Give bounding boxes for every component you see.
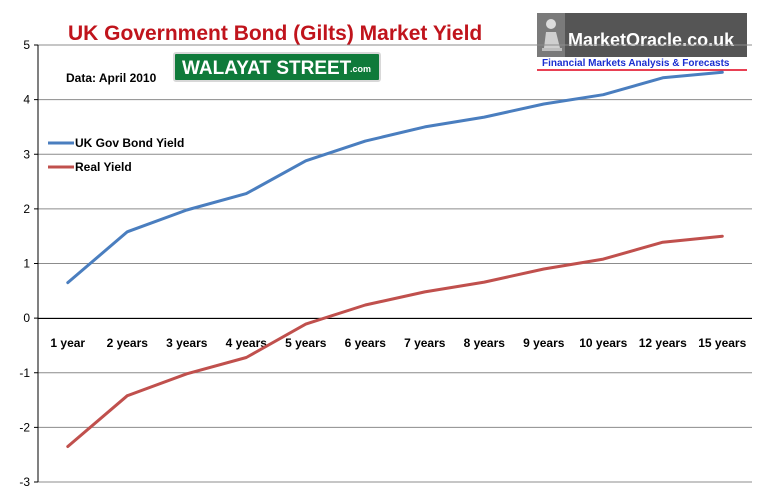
y-tick-label: -2 [19, 420, 30, 434]
legend-item-real-yield: Real Yield [48, 160, 132, 174]
x-tick-label: 9 years [523, 336, 565, 350]
x-tick-label: 10 years [579, 336, 627, 350]
x-tick-label: 8 years [464, 336, 506, 350]
x-tick-labels: 1 year 2 years 3 years 4 years 5 years 6 year… [50, 336, 746, 350]
legend: UK Gov Bond Yield Real Yield [48, 136, 184, 174]
y-tick-label: 1 [23, 257, 30, 271]
x-tick-label: 1 year [50, 336, 85, 350]
legend-label-gov-yield: UK Gov Bond Yield [75, 136, 184, 150]
walayat-logo-suffix: .com [350, 64, 371, 74]
walayat-logo-main: WALAYAT STREET [182, 58, 352, 79]
y-tick-label: 4 [23, 93, 30, 107]
y-tick-label: 0 [23, 311, 30, 325]
y-tick-label: -3 [19, 475, 30, 489]
x-tick-label: 15 years [698, 336, 746, 350]
x-tick-label: 4 years [226, 336, 268, 350]
series-lines [66, 70, 724, 448]
gridlines [38, 44, 752, 483]
marketoracle-tagline: Financial Markets Analysis & Forecasts [542, 58, 730, 69]
series-line-gov-yield [66, 70, 724, 285]
y-tick-label: 3 [23, 147, 30, 161]
walayat-street-logo: WALAYAT STREET .com [173, 52, 381, 82]
y-tick-labels: 5 4 3 2 1 0 -1 -2 -3 [19, 38, 38, 489]
y-tick-label: 5 [23, 38, 30, 52]
data-note: Data: April 2010 [66, 71, 157, 85]
legend-item-gov-yield: UK Gov Bond Yield [48, 136, 184, 150]
series-line-real-yield [66, 234, 724, 448]
x-tick-label: 5 years [285, 336, 327, 350]
y-tick-label: -1 [19, 366, 30, 380]
marketoracle-name: MarketOracle.co.uk [568, 30, 735, 50]
x-tick-label: 6 years [345, 336, 387, 350]
x-tick-label: 7 years [404, 336, 446, 350]
chart-title: UK Government Bond (Gilts) Market Yield [68, 22, 482, 45]
y-tick-label: 2 [23, 202, 30, 216]
marketoracle-logo: MarketOracle.co.uk Financial Markets Ana… [537, 13, 747, 71]
x-tick-label: 12 years [639, 336, 687, 350]
x-tick-label: 3 years [166, 336, 208, 350]
oracle-figure-icon [537, 13, 565, 57]
x-tick-label: 2 years [107, 336, 149, 350]
legend-label-real-yield: Real Yield [75, 160, 132, 174]
